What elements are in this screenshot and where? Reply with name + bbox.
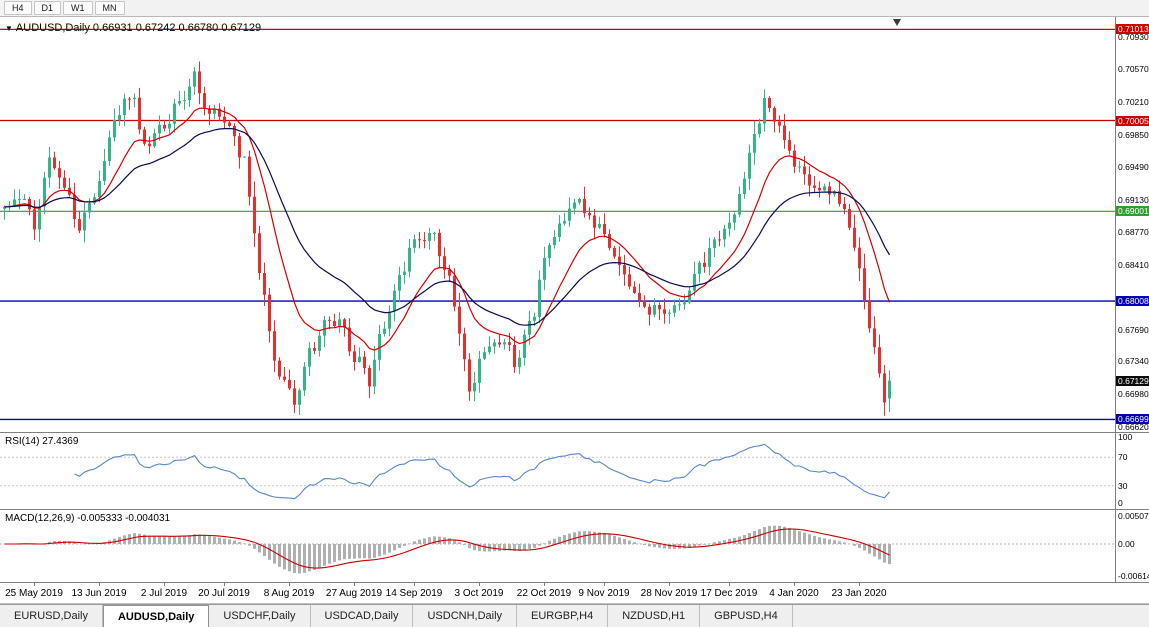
rsi-chart[interactable] — [0, 433, 1115, 509]
rsi-line — [74, 443, 890, 500]
rsi-plot[interactable]: RSI(14) 27.4369 — [0, 433, 1115, 509]
macd-axis: 0.00507 0.00 -0.00614 — [1115, 510, 1149, 582]
timeframe-toolbar: H4 D1 W1 MN — [0, 0, 1149, 17]
date-axis-label: 8 Aug 2019 — [263, 588, 315, 599]
date-axis-label: 17 Dec 2019 — [700, 588, 758, 599]
tab-audusd-daily[interactable]: AUDUSD,Daily — [102, 605, 210, 627]
date-tick — [34, 583, 35, 586]
tab-eurgbp-h4[interactable]: EURGBP,H4 — [517, 605, 609, 627]
shift-marker-icon — [893, 19, 901, 26]
macd-tick: -0.00614 — [1118, 571, 1149, 581]
candlestick-chart[interactable] — [0, 17, 1115, 432]
current-price-label: 0.67129 — [1116, 376, 1149, 386]
price-line-label: 0.68008 — [1116, 296, 1149, 306]
timeframe-button-mn[interactable]: MN — [94, 1, 125, 15]
timeframe-button-w1[interactable]: W1 — [63, 1, 93, 15]
chart-menu-icon[interactable]: ▼ — [5, 23, 13, 33]
price-tick: 0.68410 — [1118, 260, 1149, 270]
date-tick — [479, 583, 480, 586]
price-tick: 0.67690 — [1118, 325, 1149, 335]
price-line-label: 0.71013 — [1116, 24, 1149, 34]
date-tick — [164, 583, 165, 586]
price-tick: 0.68770 — [1118, 227, 1149, 237]
rsi-pane: RSI(14) 27.4369 100 70 30 0 — [0, 433, 1149, 510]
tab-gbpusd-h4[interactable]: GBPUSD,H4 — [700, 605, 793, 627]
date-tick — [224, 583, 225, 586]
price-tick: 0.70930 — [1118, 32, 1149, 42]
date-tick — [794, 583, 795, 586]
macd-signal-line — [4, 528, 890, 569]
tab-usdcnh-daily[interactable]: USDCNH,Daily — [413, 605, 518, 627]
macd-chart[interactable] — [0, 510, 1115, 582]
ma-fast-line — [4, 107, 891, 351]
macd-tick: 0.00 — [1118, 539, 1135, 549]
price-axis: 0.70930 0.70570 0.70210 0.69850 0.69490 0.691… — [1115, 17, 1149, 432]
timeframe-button-d1[interactable]: D1 — [33, 1, 62, 15]
chart-title: ▼ AUDUSD,Daily 0.66931 0.67242 0.66780 0… — [5, 22, 261, 34]
date-axis-label: 14 Sep 2019 — [385, 588, 443, 599]
tab-eurusd-daily[interactable]: EURUSD,Daily — [0, 605, 103, 627]
date-axis-label: 25 May 2019 — [5, 588, 63, 599]
date-tick — [414, 583, 415, 586]
date-tick — [669, 583, 670, 586]
date-tick — [604, 583, 605, 586]
price-tick: 0.67340 — [1118, 356, 1149, 366]
date-tick — [544, 583, 545, 586]
date-axis-label: 4 Jan 2020 — [769, 588, 819, 599]
rsi-tick: 0 — [1118, 498, 1123, 508]
macd-pane: MACD(12,26,9) -0.005333 -0.004031 0.0050… — [0, 510, 1149, 583]
macd-label: MACD(12,26,9) -0.005333 -0.004031 — [5, 513, 171, 524]
rsi-axis: 100 70 30 0 — [1115, 433, 1149, 509]
price-line-label: 0.69001 — [1116, 206, 1149, 216]
price-tick: 0.69130 — [1118, 195, 1149, 205]
symbol-label: AUDUSD,Daily — [15, 22, 90, 34]
price-line-label: 0.66699 — [1116, 414, 1149, 424]
date-tick — [354, 583, 355, 586]
date-axis-label: 9 Nov 2019 — [578, 588, 630, 599]
tab-usdcad-daily[interactable]: USDCAD,Daily — [311, 605, 414, 627]
date-axis-label: 2 Jul 2019 — [140, 588, 188, 599]
macd-plot[interactable]: MACD(12,26,9) -0.005333 -0.004031 — [0, 510, 1115, 582]
date-tick — [99, 583, 100, 586]
price-tick: 0.69490 — [1118, 162, 1149, 172]
date-tick — [859, 583, 860, 586]
price-tick: 0.70570 — [1118, 64, 1149, 74]
price-tick: 0.66980 — [1118, 389, 1149, 399]
date-tick — [729, 583, 730, 586]
macd-histogram — [13, 525, 891, 574]
price-tick: 0.70210 — [1118, 97, 1149, 107]
date-axis-label: 27 Aug 2019 — [325, 588, 383, 599]
date-axis-label: 28 Nov 2019 — [640, 588, 698, 599]
rsi-tick: 30 — [1118, 481, 1128, 491]
price-tick: 0.66620 — [1118, 422, 1149, 432]
tab-nzdusd-h1[interactable]: NZDUSD,H1 — [608, 605, 701, 627]
timeframe-button-h4[interactable]: H4 — [4, 1, 32, 15]
candles — [3, 61, 891, 416]
date-tick — [289, 583, 290, 586]
ma-slow-line — [4, 127, 891, 326]
rsi-label: RSI(14) 27.4369 — [5, 436, 79, 447]
date-axis-label: 3 Oct 2019 — [454, 588, 504, 599]
rsi-tick: 70 — [1118, 452, 1128, 462]
macd-tick: 0.00507 — [1118, 511, 1149, 521]
date-axis-label: 20 Jul 2019 — [198, 588, 250, 599]
tab-usdchf-daily[interactable]: USDCHF,Daily — [209, 605, 311, 627]
rsi-tick: 100 — [1118, 432, 1133, 442]
price-tick: 0.69850 — [1118, 130, 1149, 140]
chart-tab-bar: EURUSD,Daily AUDUSD,Daily USDCHF,Daily USDC… — [0, 604, 1149, 627]
price-plot[interactable]: ▼ AUDUSD,Daily 0.66931 0.67242 0.66780 0… — [0, 17, 1115, 432]
price-pane: ▼ AUDUSD,Daily 0.66931 0.67242 0.66780 0… — [0, 17, 1149, 433]
date-axis-label: 23 Jan 2020 — [831, 588, 887, 599]
price-line-label: 0.70005 — [1116, 116, 1149, 126]
date-axis: 25 May 2019 13 Jun 2019 2 Jul 2019 20 Jul 2… — [0, 583, 1149, 604]
ohlc-values: 0.66931 0.67242 0.66780 0.67129 — [92, 22, 262, 34]
date-axis-label: 13 Jun 2019 — [71, 588, 127, 599]
date-axis-label: 22 Oct 2019 — [516, 588, 572, 599]
